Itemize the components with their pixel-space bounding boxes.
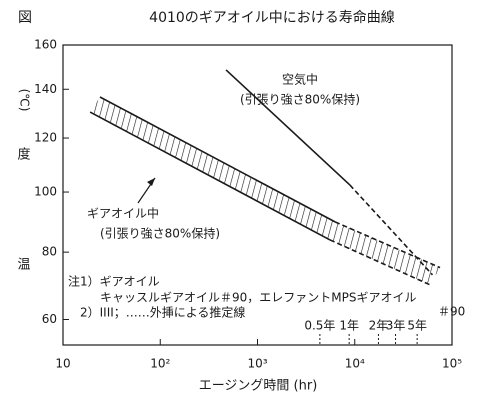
year-label: 1年 [339,319,359,333]
x-tick-label: 10⁵ [442,357,462,371]
y-tick-label: 120 [34,131,57,145]
year-label: 3年 [386,319,406,333]
curve [89,111,331,241]
y-tick-label: 160 [34,38,57,52]
hatched-band [329,221,441,285]
y-tick-label: 140 [34,82,57,96]
annotation: ギアオイル中 [87,206,159,221]
hatched-band [90,96,336,240]
x-tick-label: 10² [150,357,170,371]
curve [99,96,336,223]
y-axis-label: 温 [17,258,30,273]
annotation: (引張り強さ80%保持) [240,92,360,107]
y-tick-label: 100 [34,185,57,199]
curve [349,184,434,276]
annotation: 空気中 [282,72,318,87]
x-tick-label: 10 [55,357,70,371]
figure-label: 図 [18,10,32,26]
annotation: ＃90 [438,305,465,319]
year-label: 2年 [369,319,389,333]
x-tick-label: 10³ [247,357,267,371]
x-tick-label: 10⁴ [345,357,365,371]
y-tick-label: 60 [42,312,57,326]
year-label: 0.5年 [304,319,335,333]
annotation: キャッスルギアオイル＃90，エレファントMPSギアオイル [100,291,416,305]
curve [225,69,351,186]
x-axis-label: エージング時間 (hr) [199,379,318,394]
annotation: 注1）ギアオイル [68,274,160,289]
y-axis-label: (℃) [18,89,32,112]
annotation: 2）IIII；……外挿による推定線 [80,305,245,320]
curve [334,221,441,269]
y-axis-label: 度 [17,147,30,163]
annotation: (引張り強さ80%保持) [100,226,220,241]
arrow-head [147,178,155,186]
year-label: 5年 [407,319,427,333]
curve [329,239,431,286]
y-tick-label: 80 [42,245,57,259]
chart-title: 4010のギアオイル中における寿命曲線 [149,9,395,26]
